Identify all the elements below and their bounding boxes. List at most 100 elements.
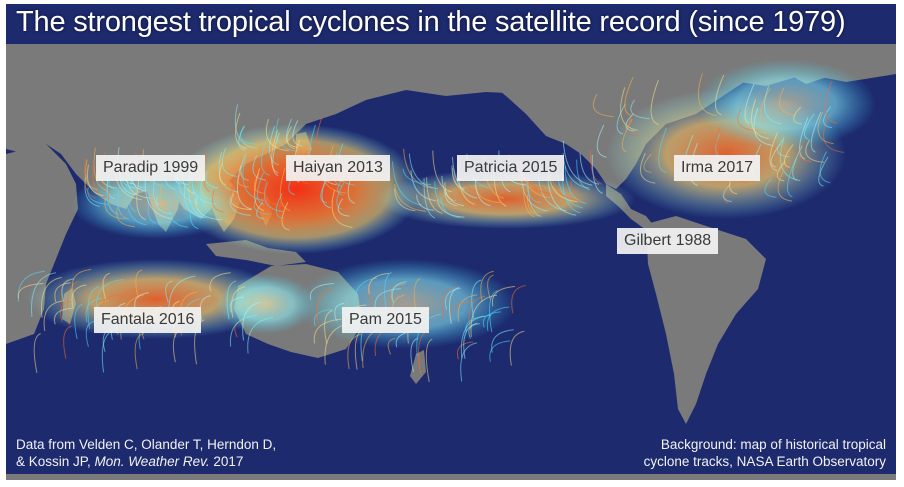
cyclone-track: [394, 184, 426, 212]
cyclone-track: [313, 318, 342, 344]
cyclone-track: [817, 111, 834, 145]
cyclone-track: [269, 125, 279, 166]
cyclone-track: [777, 171, 793, 202]
cyclone-track: [253, 196, 271, 215]
cyclone-track: [40, 277, 62, 318]
cyclone-track: [209, 272, 231, 292]
cyclone-track: [242, 156, 264, 201]
cyclone-track: [275, 118, 297, 152]
cyclone-track: [238, 125, 247, 151]
cyclone-track: [453, 169, 477, 208]
data-source-credit: Data from Velden C, Olander T, Herndon D…: [16, 436, 276, 470]
label-gilbert: Gilbert 1988: [617, 228, 719, 254]
cyclone-track: [818, 156, 829, 187]
cyclone-track: [189, 199, 199, 230]
cyclone-track: [784, 144, 794, 168]
cyclone-track: [786, 157, 797, 198]
cyclone-track: [230, 193, 252, 211]
cyclone-track: [96, 279, 124, 310]
cyclone-track: [391, 281, 407, 304]
cyclone-track: [445, 287, 461, 310]
cyclone-track: [368, 272, 390, 295]
label-patricia: Patricia 2015: [457, 155, 565, 181]
cyclone-track: [85, 320, 95, 347]
cyclone-track: [17, 283, 44, 299]
land-indonesia: [206, 240, 306, 266]
label-irma: Irma 2017: [674, 155, 761, 181]
cyclone-track: [562, 140, 593, 186]
cyclone-track: [436, 199, 465, 218]
cyclone-track: [764, 85, 782, 125]
cyclone-track: [643, 153, 652, 173]
cyclone-track: [128, 177, 137, 213]
label-fantala: Fantala 2016: [94, 307, 202, 333]
cyclone-track: [159, 182, 169, 210]
cyclone-track: [650, 79, 660, 126]
land-north-america: [436, 44, 766, 189]
cyclone-track: [221, 147, 237, 177]
track-cloud-australia-west: [216, 274, 316, 334]
cyclone-track: [480, 270, 494, 303]
cyclone-track: [624, 77, 634, 116]
cyclone-track: [759, 88, 771, 122]
cyclone-track: [698, 73, 717, 117]
cyclone-track: [449, 287, 460, 324]
label-haiyan: Haiyan 2013: [286, 155, 390, 181]
cyclone-track: [769, 132, 778, 172]
cyclone-track: [265, 118, 289, 152]
cyclone-track: [441, 286, 457, 318]
cyclone-track: [247, 317, 274, 354]
cyclone-track: [242, 301, 261, 341]
cyclone-track: [279, 196, 296, 227]
cyclone-track: [764, 178, 777, 198]
track-cloud-atlantic-north: [696, 59, 876, 149]
land-africa: [6, 144, 78, 344]
cyclone-track: [281, 202, 290, 231]
cyclone-track: [336, 182, 345, 210]
cyclone-track: [715, 74, 725, 116]
cyclone-track: [71, 284, 87, 310]
cyclone-track: [460, 342, 478, 382]
world-map: [6, 4, 896, 480]
cyclone-track: [63, 325, 72, 359]
cyclone-track: [102, 272, 111, 300]
cyclone-track: [547, 177, 577, 216]
cyclone-track: [92, 162, 108, 199]
cyclone-track: [522, 182, 535, 218]
cyclone-track: [334, 302, 345, 322]
cyclone-track: [491, 286, 516, 307]
cyclone-track: [59, 300, 72, 323]
cyclone-track: [286, 126, 298, 148]
credit-authors: & Kossin JP,: [16, 454, 95, 469]
cyclone-track: [474, 177, 491, 207]
cyclone-track: [54, 282, 71, 303]
cyclone-track: [744, 106, 767, 134]
cyclone-track: [347, 333, 362, 370]
cyclone-track: [579, 152, 600, 185]
cyclone-track: [87, 164, 104, 197]
map-title: The strongest tropical cyclones in the s…: [16, 6, 846, 38]
cyclone-track: [237, 165, 253, 210]
cyclone-track: [793, 106, 803, 125]
cyclone-track: [486, 306, 510, 331]
cyclone-track: [271, 130, 279, 174]
cyclone-track: [144, 176, 172, 220]
cyclone-track: [219, 162, 226, 186]
cyclone-track: [425, 338, 433, 382]
cyclone-track: [390, 283, 406, 301]
cyclone-track: [134, 332, 145, 370]
land-new-zealand: [410, 350, 426, 384]
cyclone-track: [71, 269, 92, 292]
cyclone-track: [416, 194, 434, 211]
cyclone-track: [722, 182, 732, 202]
cyclone-track: [53, 307, 73, 325]
cyclone-track: [194, 319, 205, 365]
cyclone-track: [252, 155, 267, 181]
cyclone-track: [183, 184, 205, 219]
cyclone-track: [337, 198, 350, 217]
cyclone-track: [250, 175, 261, 192]
cyclone-track: [463, 322, 478, 359]
cyclone-track: [426, 177, 443, 214]
cyclone-track: [570, 180, 582, 200]
cyclone-track: [256, 202, 264, 220]
